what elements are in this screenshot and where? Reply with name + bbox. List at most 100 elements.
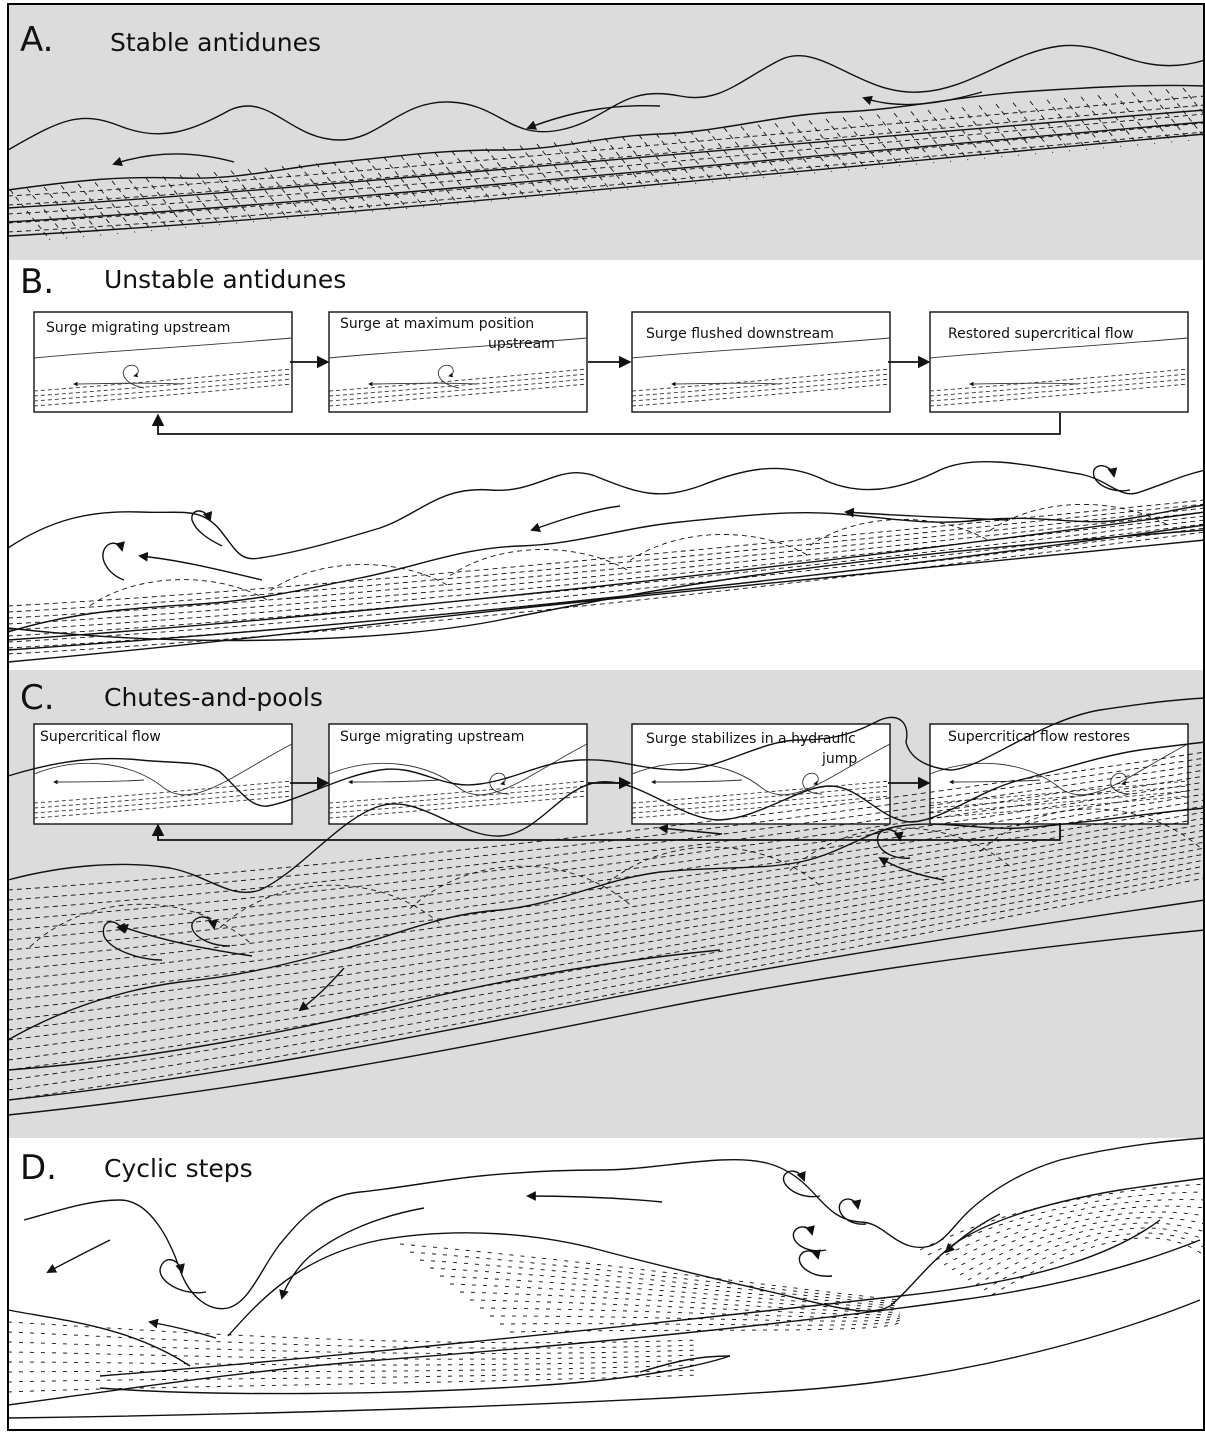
lamina <box>1182 87 1205 117</box>
stage-sketch <box>33 337 293 407</box>
lamina <box>77 183 119 235</box>
water-surface <box>7 461 1205 560</box>
lamina <box>919 1183 1205 1251</box>
stage-box <box>33 311 293 413</box>
lamina <box>26 188 68 239</box>
stage-box <box>328 311 588 413</box>
flow-arrow <box>671 381 781 387</box>
water-surface <box>929 337 1189 359</box>
lamina <box>929 373 1189 397</box>
lamina <box>89 579 271 607</box>
panel-c-cycle-arrows <box>151 776 1061 841</box>
lamina <box>33 785 293 809</box>
lamina <box>935 1199 1205 1261</box>
lamina <box>631 373 891 397</box>
lamina <box>7 515 1205 631</box>
bounding-surface <box>7 929 1205 1116</box>
eddy-arrow <box>876 829 911 859</box>
lamina <box>689 130 731 182</box>
lamina <box>7 499 1205 607</box>
lamina <box>638 134 680 186</box>
bed-surface <box>7 84 1205 191</box>
lamina <box>893 112 935 164</box>
lamina <box>631 378 891 402</box>
panel-d-letter: D. <box>20 1148 57 1188</box>
panel-b-drawing <box>7 461 1205 663</box>
lamina <box>399 1243 901 1301</box>
lamina <box>468 149 510 201</box>
flow-arrow <box>526 1191 663 1203</box>
lamina <box>33 383 293 407</box>
water-surface <box>33 743 293 796</box>
lamina <box>328 368 588 392</box>
lamina <box>269 564 451 591</box>
bounding-surface <box>7 133 1205 237</box>
stage-box <box>33 723 293 825</box>
flow-arrow <box>878 856 945 881</box>
lamina <box>196 173 238 224</box>
stage-label: Restored supercritical flow <box>948 326 1134 342</box>
lamination-set <box>7 751 1205 1101</box>
lamina <box>417 154 459 205</box>
flow-arrow <box>53 779 145 785</box>
lamina <box>7 503 1205 613</box>
lamina <box>7 841 1205 1041</box>
lamination-set <box>7 499 1205 655</box>
lamina <box>7 805 1205 981</box>
water-surface <box>328 337 588 359</box>
panel-c-letter: C. <box>20 678 55 718</box>
lamina <box>983 1232 1205 1291</box>
lamina <box>33 368 293 392</box>
lamina <box>825 118 867 170</box>
lamina <box>219 884 441 929</box>
bed-surface <box>7 504 1205 633</box>
lamina <box>409 865 631 910</box>
lamina <box>991 1237 1205 1296</box>
lamina <box>33 378 293 402</box>
panel-a-letter: A. <box>20 20 54 60</box>
stage-label: Supercritical flow restores <box>948 729 1131 745</box>
lamina <box>7 829 1205 1021</box>
lamina <box>33 373 293 397</box>
lamina <box>43 186 85 238</box>
lamina <box>7 877 1205 1101</box>
lamina <box>757 124 799 176</box>
lamina <box>328 383 588 407</box>
water-surface <box>7 44 1205 151</box>
lamina <box>419 1259 901 1305</box>
lamina <box>1012 102 1054 153</box>
eddy-arrow <box>792 1225 827 1252</box>
lamina <box>7 847 1205 1051</box>
bounding-surface <box>7 109 1205 209</box>
eddy-arrow <box>437 364 460 389</box>
bounding-surface <box>7 1299 1201 1419</box>
lamina <box>281 165 323 217</box>
eddy-arrow <box>838 1198 867 1225</box>
lamina <box>929 378 1189 402</box>
lamina <box>978 105 1020 156</box>
lamina <box>7 131 1205 233</box>
lamina <box>213 171 255 223</box>
lamina <box>1165 89 1205 139</box>
lamina <box>1029 100 1071 152</box>
return-arrow <box>151 823 1061 841</box>
panel-d-drawing <box>7 1137 1205 1419</box>
flow-arrow <box>530 505 621 532</box>
bounding-surface <box>7 1239 1201 1406</box>
stage-label: Surge at maximum position <box>340 316 535 332</box>
lamina <box>409 1251 901 1303</box>
lamina <box>451 151 493 202</box>
lamina <box>328 785 588 809</box>
lamina <box>400 155 442 207</box>
lamina <box>631 368 891 392</box>
lamina <box>791 121 833 173</box>
lamina <box>162 176 204 227</box>
lamina <box>536 143 578 195</box>
stage-label: Surge migrating upstream <box>340 729 525 745</box>
lamina <box>366 158 408 210</box>
flow-arrow <box>862 91 983 106</box>
flow-arrow <box>658 823 723 835</box>
lamina <box>943 1205 1205 1266</box>
lamina <box>489 1315 901 1322</box>
lamina <box>298 164 340 215</box>
